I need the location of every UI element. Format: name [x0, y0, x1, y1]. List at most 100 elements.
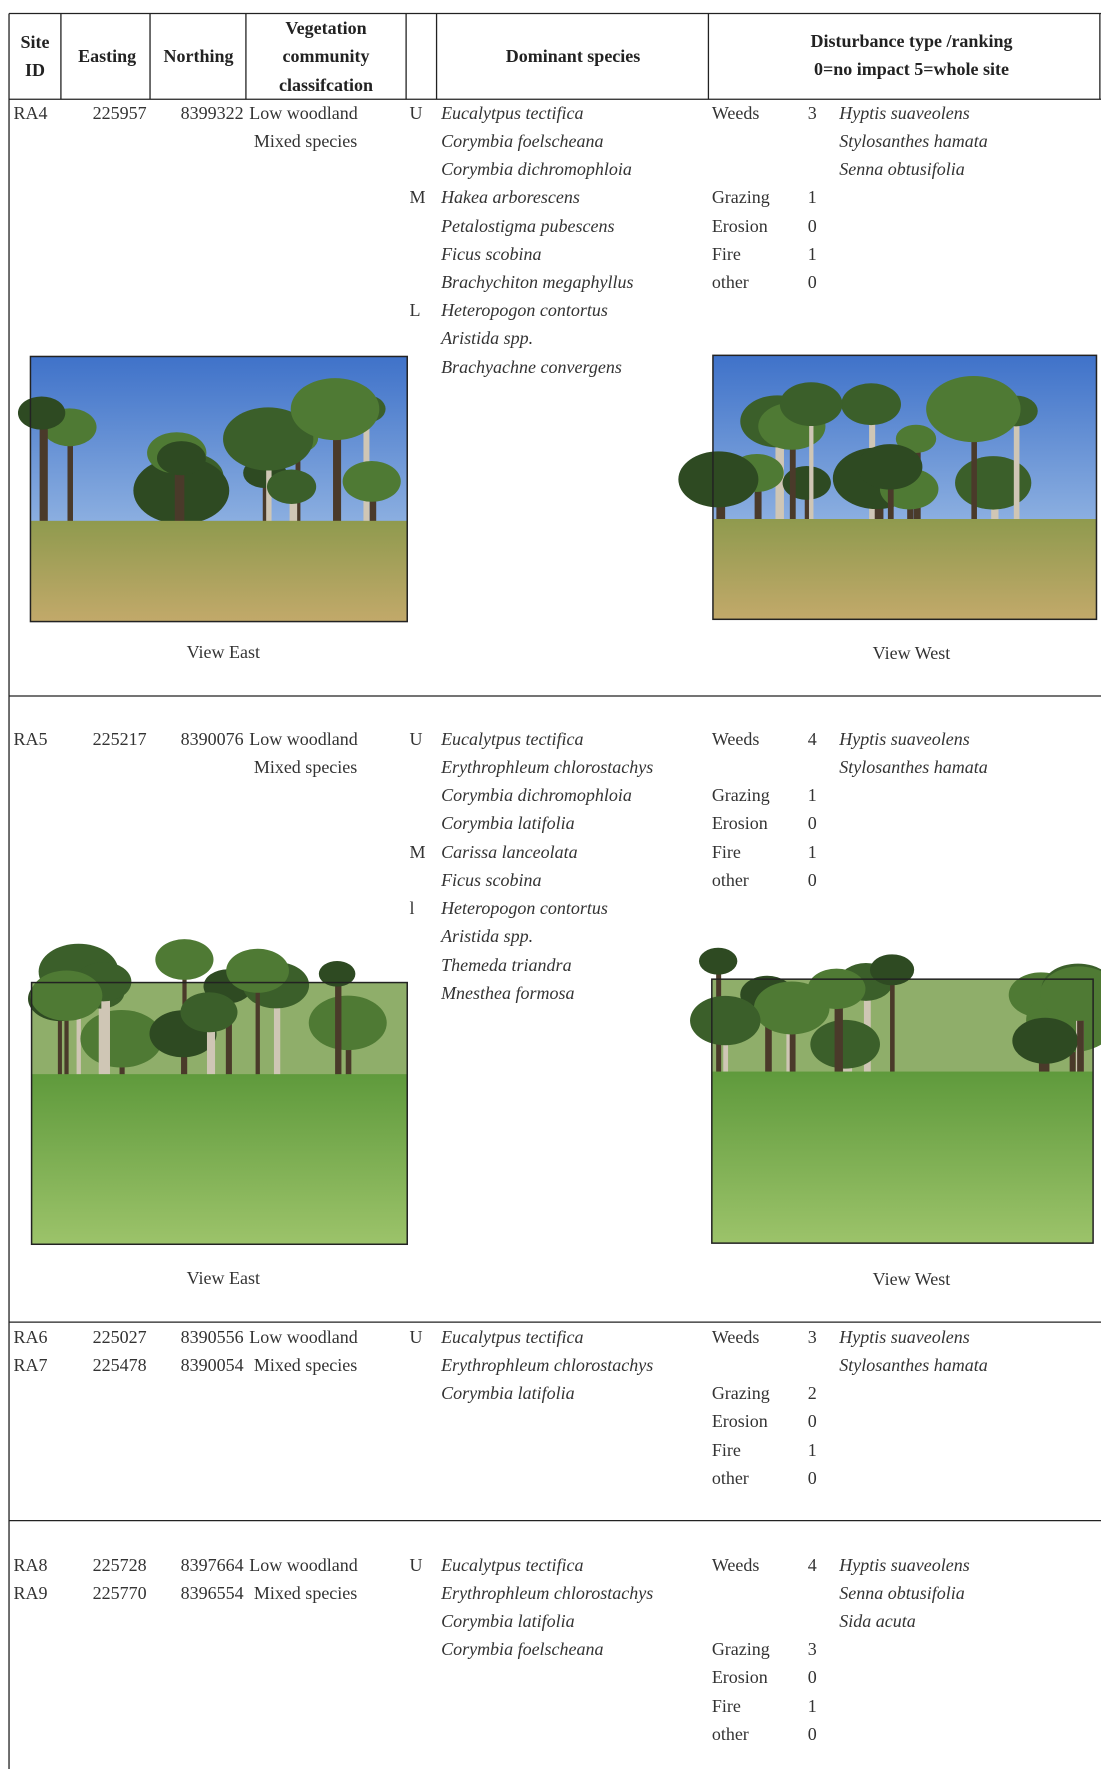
photo-trunk: [206, 1012, 216, 1101]
weed-species: Stylosanthes hamata: [839, 757, 988, 778]
disturbance-label: Weeds: [711, 728, 760, 749]
easting: 225957: [92, 102, 147, 123]
photo-frame: [712, 354, 1098, 621]
photo-trunk: [289, 486, 298, 548]
easting: 225478: [92, 1354, 147, 1375]
disturbance-rank: 1: [807, 187, 817, 208]
photo-trunk: [174, 452, 183, 548]
header-cell: ID: [24, 59, 45, 80]
photo-canopy: [1040, 966, 1101, 1021]
species: Corymbia latifolia: [441, 813, 575, 834]
photo-trunk: [101, 981, 110, 1101]
photo-trunk: [754, 472, 762, 546]
easting: 225770: [92, 1582, 147, 1603]
photo-trunk: [1077, 993, 1084, 1098]
disturbance-rank: 3: [807, 1326, 817, 1347]
northing: 8399322: [180, 102, 244, 123]
species: Eucalytpus tectifica: [441, 1326, 584, 1347]
species: Corymbia latifolia: [441, 1383, 575, 1404]
stratum-layer: M: [409, 841, 426, 862]
site-id: RA8: [13, 1554, 48, 1575]
disturbance-rank: 0: [807, 215, 817, 236]
photo-trunk: [225, 986, 232, 1101]
stratum-layer: M: [409, 187, 426, 208]
disturbance-label: Erosion: [711, 1411, 768, 1432]
species: Brachychiton megaphyllus: [441, 272, 634, 293]
disturbance-rank: 3: [807, 1639, 817, 1660]
photo-ground: [30, 520, 408, 622]
disturbance-rank: 1: [807, 841, 817, 862]
photo-caption: View West: [872, 643, 951, 664]
disturbance-rank: 0: [807, 1411, 817, 1432]
photo-trunk: [971, 409, 977, 546]
stratum-layer: U: [409, 1326, 423, 1347]
disturbance-rank: 2: [807, 1383, 817, 1404]
weed-species: Senna obtusifolia: [839, 1582, 965, 1603]
photo-canopy: [690, 995, 761, 1046]
vegetation: Mixed species: [253, 1354, 358, 1375]
photo-canopy: [30, 970, 103, 1021]
photo-frame: [711, 978, 1094, 1244]
photo-canopy: [223, 407, 314, 471]
photo-trunk: [991, 482, 999, 546]
photo: [690, 947, 1101, 1244]
photo-canopy: [266, 469, 317, 504]
species: Ficus scobina: [441, 869, 542, 890]
photo-canopy: [955, 456, 1032, 510]
site-id: RA7: [13, 1354, 48, 1375]
site-id: RA5: [13, 728, 48, 749]
photo-trunk: [39, 413, 48, 548]
photo-trunk: [119, 1038, 125, 1101]
photo-caption: View West: [872, 1269, 951, 1290]
photo-canopy: [155, 939, 214, 980]
photo-canopy: [698, 947, 738, 975]
species: Aristida spp.: [441, 328, 534, 349]
photo: [17, 355, 408, 623]
vegetation: Low woodland: [249, 102, 358, 123]
site-id: RA4: [13, 102, 48, 123]
photo-trunk: [255, 970, 260, 1101]
northing: 8397664: [180, 1554, 244, 1575]
species: Corymbia foelscheana: [441, 1639, 604, 1660]
photo-canopy: [678, 451, 759, 508]
weed-species: Hyptis suaveolens: [839, 728, 970, 749]
disturbance-rank: 1: [807, 785, 817, 806]
photo-trunk: [1013, 410, 1020, 546]
photo-canopy: [841, 383, 901, 426]
species: Themeda triandra: [441, 954, 572, 975]
species: Brachyachne convergens: [441, 356, 622, 377]
disturbance-rank: 0: [807, 1667, 817, 1688]
disturbance-label: other: [711, 1467, 749, 1488]
disturbance-label: other: [711, 869, 749, 890]
species: Erythrophleum chlorostachys: [441, 1354, 654, 1375]
header-cell: Northing: [163, 46, 234, 67]
disturbance-rank: 0: [807, 869, 817, 890]
disturbance-rank: 3: [807, 102, 817, 123]
species: Eucalytpus tectifica: [441, 1554, 584, 1575]
disturbance-label: Erosion: [711, 215, 768, 236]
species: Erythrophleum chlorostachys: [441, 757, 654, 778]
species: Hakea arborescens: [441, 187, 580, 208]
species: Aristida spp.: [441, 926, 534, 947]
easting: 225728: [92, 1554, 147, 1575]
weed-species: Stylosanthes hamata: [839, 1354, 988, 1375]
photo-frame: [29, 355, 408, 623]
northing: 8390556: [180, 1326, 244, 1347]
weed-species: Stylosanthes hamata: [839, 131, 988, 151]
disturbance-label: Fire: [711, 1439, 741, 1460]
header-cell: Site: [20, 31, 50, 52]
photo-trunk: [64, 995, 69, 1101]
species: Petalostigma pubescens: [441, 215, 615, 236]
photo-trunk: [887, 466, 894, 546]
photo-canopy: [857, 444, 923, 490]
species: Corymbia dichromophloia: [441, 785, 632, 806]
vegetation: Low woodland: [249, 1554, 358, 1575]
photo-trunk: [273, 985, 281, 1101]
disturbance-rank: 4: [807, 1554, 817, 1575]
photo-trunk: [345, 1022, 352, 1101]
photo-trunk: [57, 998, 62, 1101]
species: Eucalytpus tectifica: [441, 728, 584, 749]
photo-canopy: [157, 441, 206, 476]
photo-trunk: [804, 482, 809, 546]
